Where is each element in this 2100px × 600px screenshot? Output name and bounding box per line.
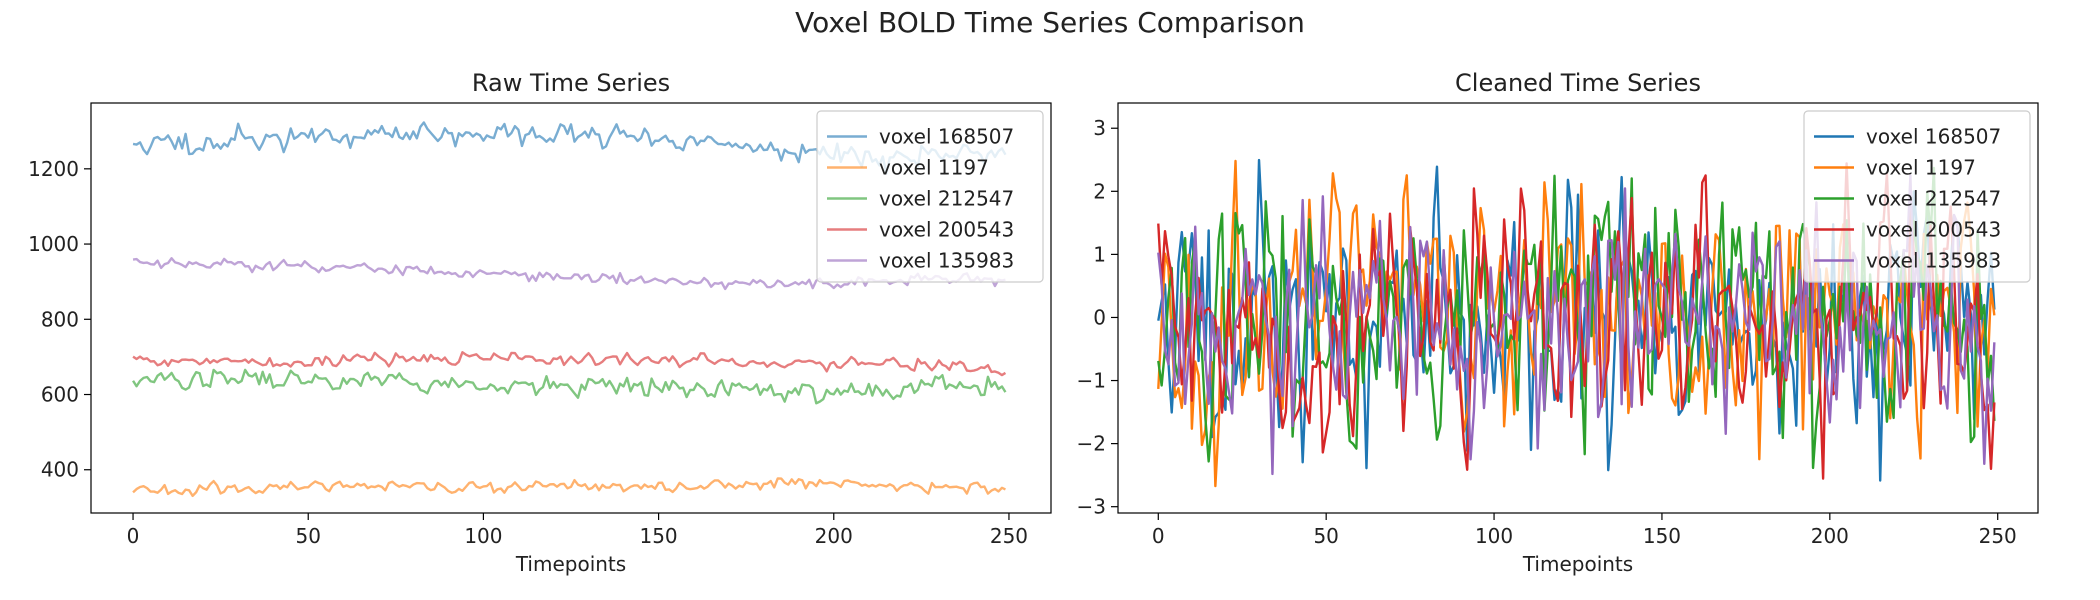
- figure-title: Voxel BOLD Time Series Comparison: [795, 6, 1305, 39]
- y-tick-label: 1000: [28, 232, 79, 256]
- x-tick-label: 200: [1811, 524, 1849, 548]
- legend: voxel 168507 voxel 1197 voxel 212547 voxel …: [1803, 110, 2031, 283]
- series-line-voxel-1197: [1157, 159, 1996, 488]
- cleaned-time-series-panel: Cleaned Time Series 0 50 100 150 200 250 −3 −2 −1…: [1077, 69, 2039, 576]
- legend-label: voxel 200543: [879, 218, 1014, 242]
- raw-time-series-panel: Raw Time Series 0 50 100 150 200 250 400 600 800 1…: [28, 69, 1052, 576]
- y-tick-label: −1: [1077, 369, 1106, 393]
- legend-label: voxel 212547: [1866, 187, 2001, 211]
- legend-label: voxel 135983: [879, 249, 1014, 273]
- x-tick-label: 50: [295, 524, 320, 548]
- x-tick-label: 0: [127, 524, 140, 548]
- legend-label: voxel 1197: [1866, 156, 1976, 180]
- x-axis-label: Timepoints: [515, 552, 626, 576]
- legend: voxel 168507 voxel 1197 voxel 212547 voxel …: [816, 110, 1044, 283]
- x-tick-label: 250: [990, 524, 1028, 548]
- x-tick-label: 150: [639, 524, 677, 548]
- series-line-voxel-1197: [132, 477, 1006, 498]
- series-line-voxel-200543: [132, 351, 1007, 377]
- legend-label: voxel 168507: [1866, 125, 2001, 149]
- y-tick-label: 600: [41, 383, 79, 407]
- x-tick-label: 100: [1475, 524, 1513, 548]
- y-tick-label: −2: [1077, 432, 1106, 456]
- legend-label: voxel 212547: [879, 187, 1014, 211]
- legend-label: voxel 135983: [1866, 249, 2001, 273]
- y-tick-label: 800: [41, 307, 79, 331]
- series-line-voxel-200543: [1157, 162, 1996, 480]
- legend-label: voxel 200543: [1866, 218, 2001, 242]
- x-tick-label: 0: [1152, 524, 1165, 548]
- legend-box: [1803, 110, 2031, 283]
- legend-label: voxel 1197: [879, 156, 989, 180]
- x-axis-label: Timepoints: [1522, 552, 1633, 576]
- y-tick-label: −3: [1077, 495, 1106, 519]
- legend-box: [816, 110, 1044, 283]
- y-tick-label: 1200: [28, 157, 79, 181]
- x-tick-label: 250: [1979, 524, 2017, 548]
- panel-title: Raw Time Series: [472, 69, 670, 97]
- x-tick-label: 50: [1313, 524, 1338, 548]
- y-tick-label: 2: [1093, 179, 1106, 203]
- x-tick-label: 100: [464, 524, 502, 548]
- series-line-voxel-212547: [132, 368, 1007, 405]
- axes-frame: [90, 102, 1052, 514]
- y-tick-label: 1: [1093, 242, 1106, 266]
- axes-frame: [1117, 102, 2039, 514]
- x-tick-label: 150: [1643, 524, 1681, 548]
- x-tick-label: 200: [815, 524, 853, 548]
- y-tick-label: 400: [41, 458, 79, 482]
- y-tick-label: 3: [1093, 116, 1106, 140]
- legend-label: voxel 168507: [879, 125, 1014, 149]
- y-tick-label: 0: [1093, 305, 1106, 329]
- panel-title: Cleaned Time Series: [1455, 69, 1701, 97]
